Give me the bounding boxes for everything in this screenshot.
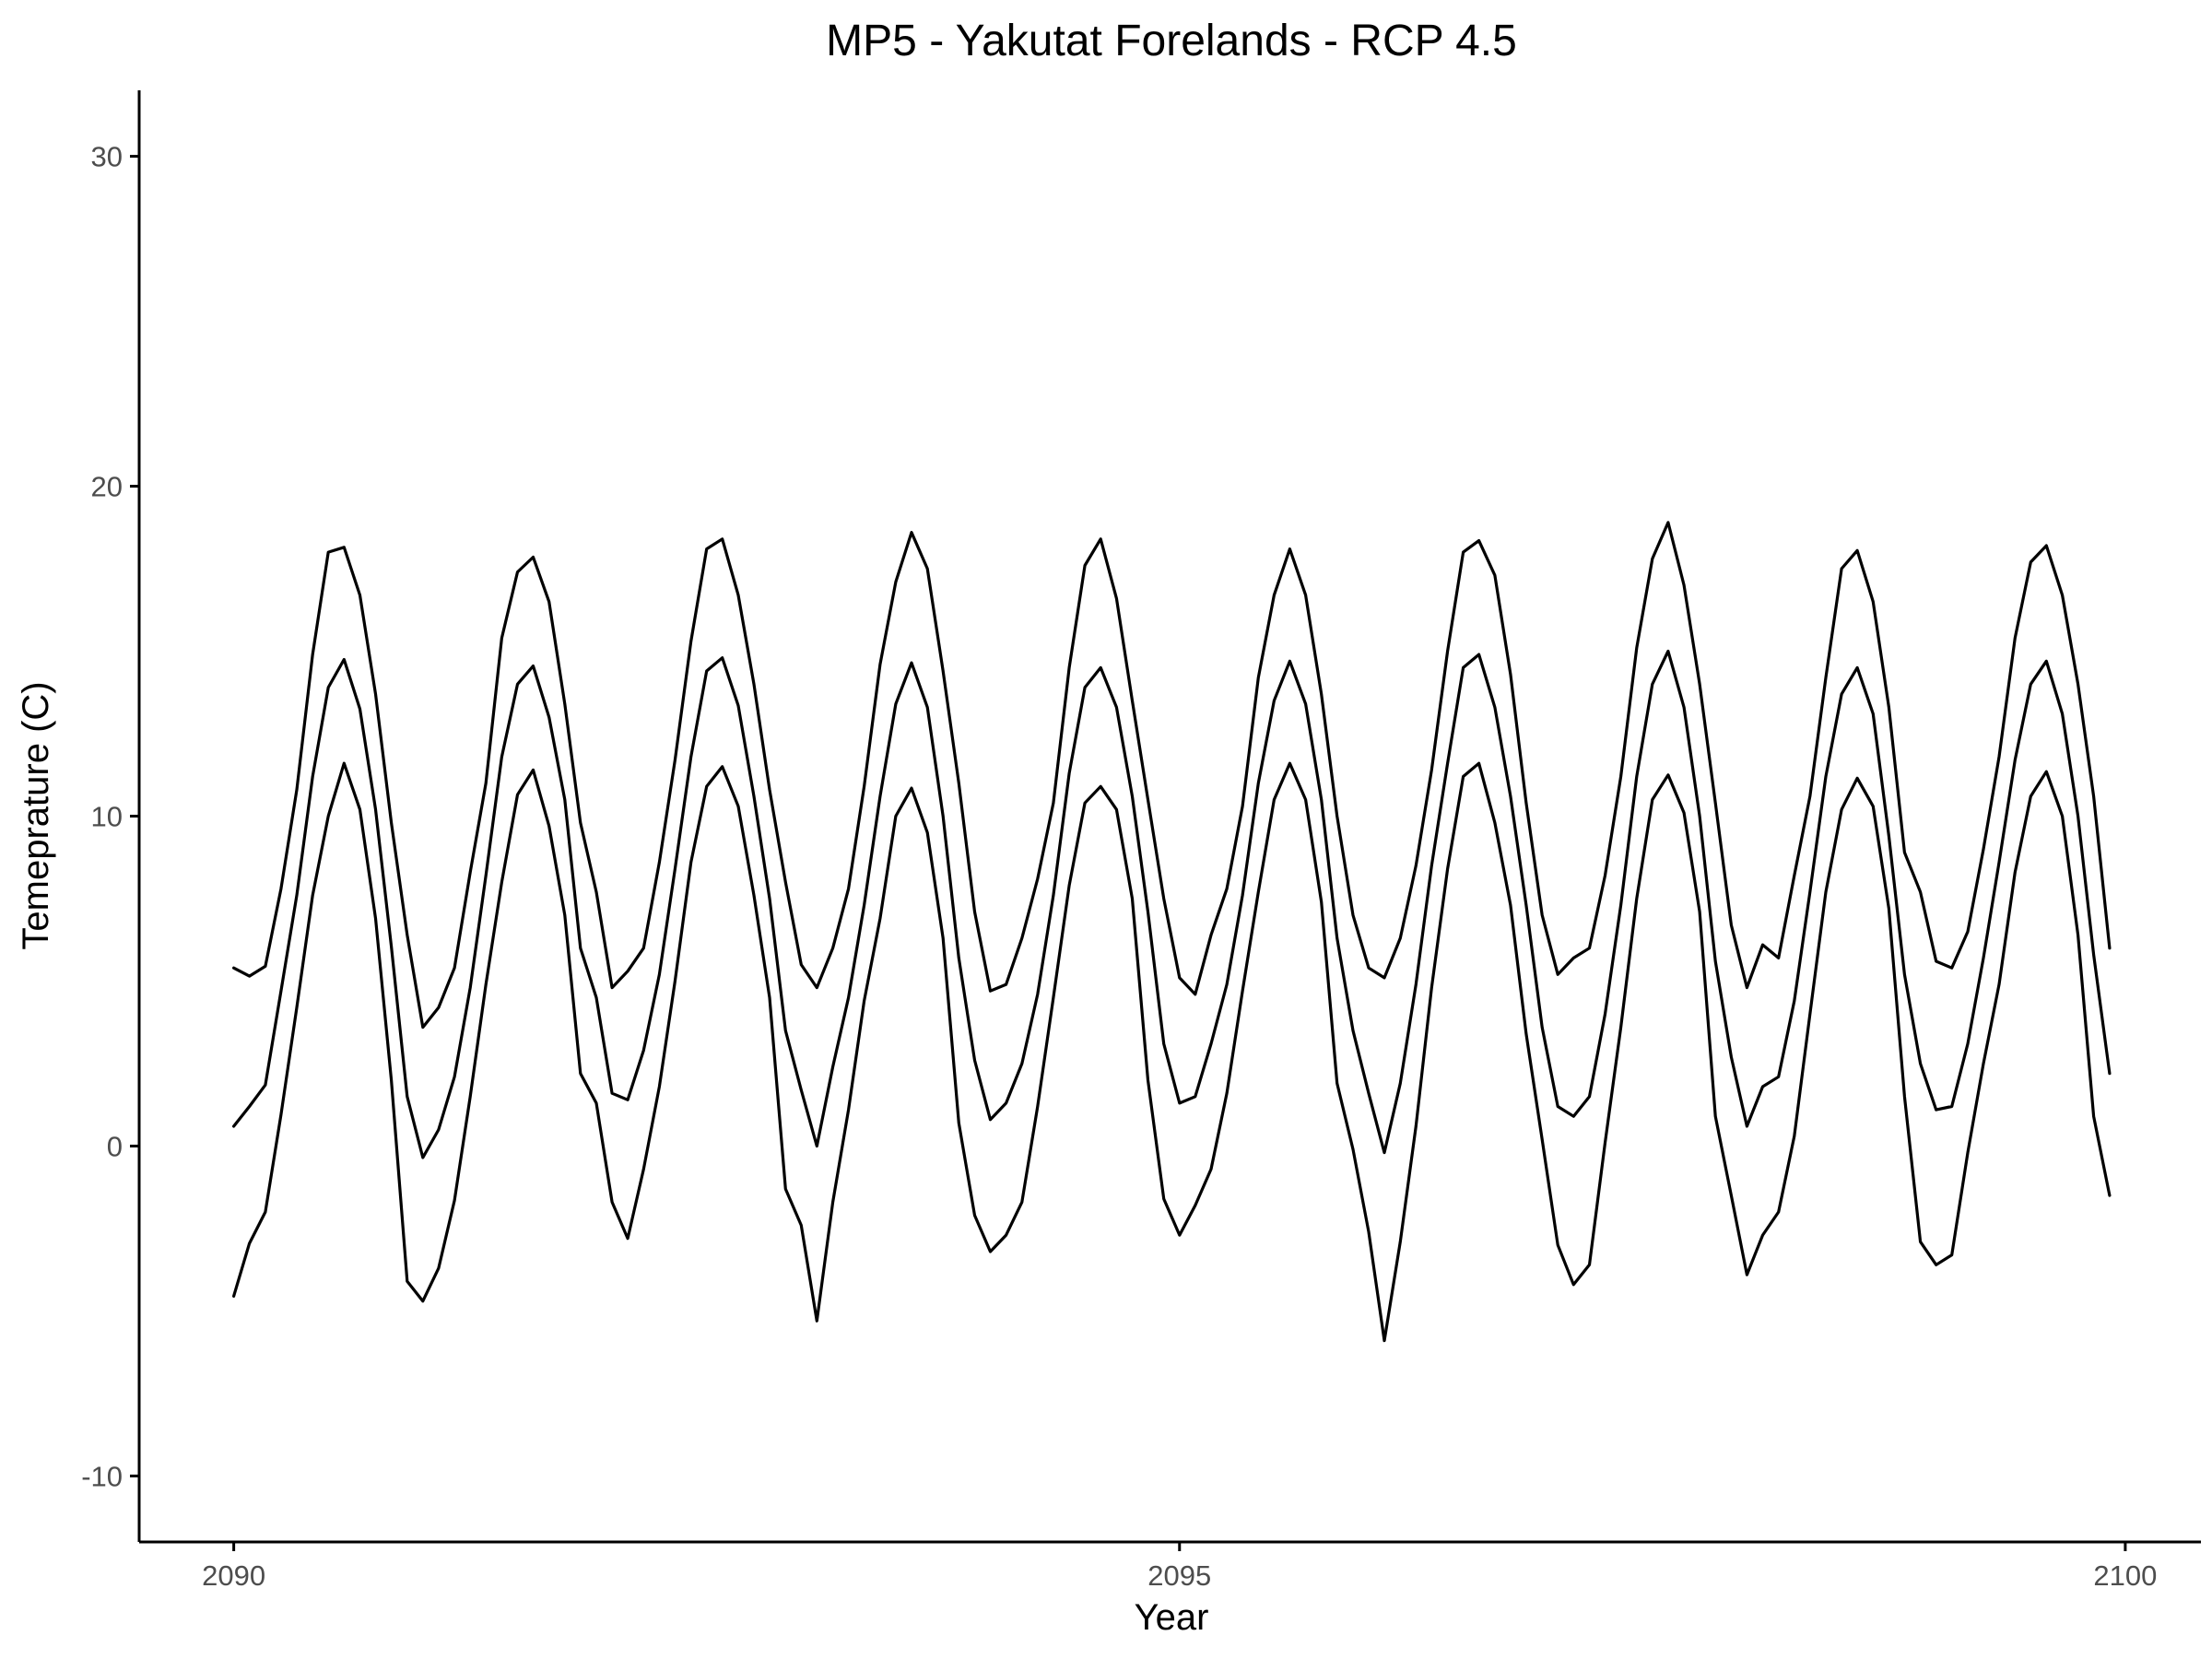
y-tick-label: 0 (107, 1130, 123, 1162)
x-axis-title: Year (1135, 1597, 1209, 1638)
y-axis-title: Temeprature (C) (16, 681, 56, 949)
x-tick-label: 2100 (2093, 1559, 2157, 1592)
chart-title: MP5 - Yakutat Forelands - RCP 4.5 (826, 17, 1517, 65)
y-tick-label: -10 (81, 1460, 123, 1492)
series-line-1 (232, 521, 2112, 1030)
x-tick-label: 2095 (1147, 1559, 1211, 1592)
y-tick-label: 20 (91, 471, 123, 503)
series-line-2 (232, 649, 2112, 1159)
series-line-3 (232, 761, 2112, 1343)
y-axis-ticks: -10 0 10 20 30 (81, 141, 139, 1492)
y-tick-label: 30 (91, 141, 123, 173)
y-tick-label: 10 (91, 801, 123, 833)
plot-area (232, 521, 2112, 1343)
x-axis-ticks: 2090 2095 2100 (202, 1542, 2157, 1592)
x-tick-label: 2090 (202, 1559, 265, 1592)
